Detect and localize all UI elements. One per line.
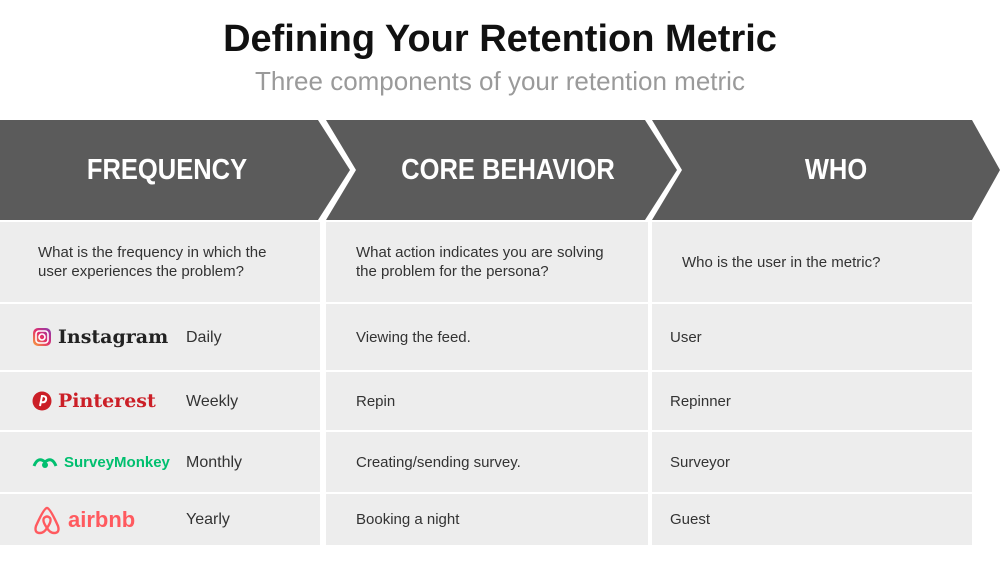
company-logo: Instagram xyxy=(32,327,182,347)
chevron xyxy=(0,120,350,220)
company-logo: airbnb xyxy=(32,504,182,536)
who: Repinner xyxy=(652,372,972,430)
company-logo: Pinterest xyxy=(32,391,182,411)
logo-icon xyxy=(32,391,52,411)
logo-icon xyxy=(32,504,62,536)
frequency: Yearly xyxy=(186,511,230,528)
who: Surveyor xyxy=(652,432,972,492)
behavior: Booking a night xyxy=(326,494,648,545)
column-header: FREQUENCY xyxy=(86,154,248,186)
who: User xyxy=(652,304,972,370)
row-cell: Instagram Daily xyxy=(0,304,320,370)
subtitle: Three components of your retention metri… xyxy=(255,66,745,96)
question: Who is the user in the metric? xyxy=(652,222,972,302)
who: Guest xyxy=(652,494,972,545)
behavior: Creating/sending survey. xyxy=(326,432,648,492)
company-logo: SurveyMonkey xyxy=(32,453,182,472)
company-name: Pinterest xyxy=(58,389,156,412)
column-header: CORE BEHAVIOR xyxy=(401,154,615,186)
column-header: WHO xyxy=(804,154,868,186)
behavior: Viewing the feed. xyxy=(326,304,648,370)
behavior: Repin xyxy=(326,372,648,430)
row-cell: SurveyMonkey Monthly xyxy=(0,432,320,492)
frequency: Monthly xyxy=(186,453,243,471)
row-cell: Pinterest Weekly xyxy=(0,372,320,430)
logo-icon xyxy=(32,454,58,470)
frequency: Weekly xyxy=(186,392,239,410)
chevron xyxy=(326,120,677,220)
chevron xyxy=(652,120,1000,220)
question: What action indicates you are solving th… xyxy=(326,222,648,302)
question: What is the frequency in which the user … xyxy=(0,222,320,302)
title: Defining Your Retention Metric xyxy=(223,18,777,60)
row-cell: airbnb Yearly xyxy=(0,494,320,545)
company-name: SurveyMonkey xyxy=(64,453,170,471)
company-name: airbnb xyxy=(68,507,136,532)
company-name: Instagram xyxy=(58,325,169,348)
logo-icon xyxy=(32,327,52,347)
frequency: Daily xyxy=(186,328,222,346)
